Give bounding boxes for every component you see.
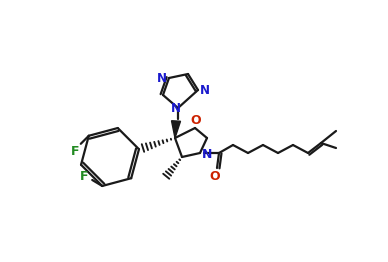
Text: O: O (191, 114, 201, 128)
Text: N: N (171, 102, 181, 116)
Text: N: N (200, 84, 210, 96)
Text: O: O (210, 170, 220, 183)
Polygon shape (171, 121, 180, 138)
Text: F: F (80, 171, 88, 183)
Text: N: N (202, 149, 212, 161)
Text: F: F (71, 145, 79, 158)
Text: N: N (157, 72, 167, 85)
